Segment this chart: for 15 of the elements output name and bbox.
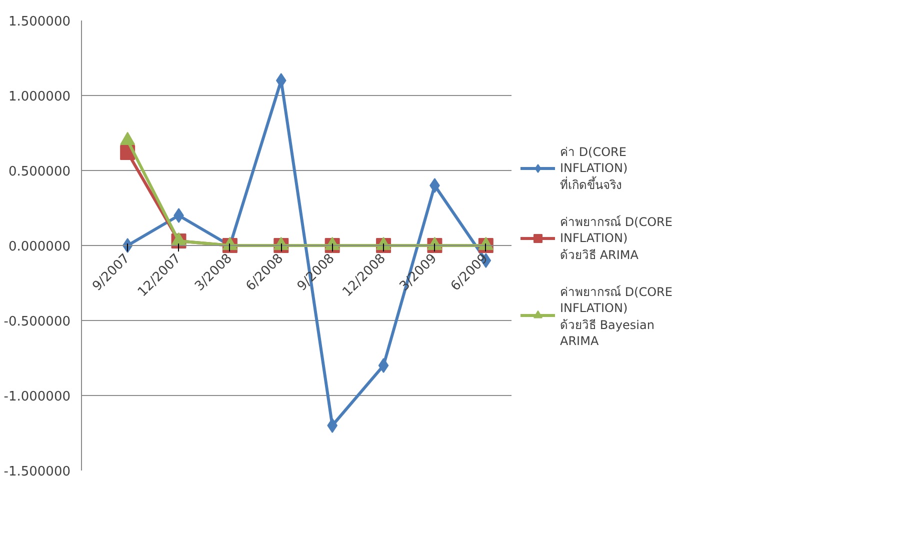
legend-label: ค่า D(CORE INFLATION) ที่เกิดขึ้นจริง <box>560 144 628 194</box>
y-tick-label: 0.000000 <box>8 240 70 254</box>
y-tick-label: -0.500000 <box>4 314 71 330</box>
point <box>327 418 338 433</box>
y-tick-label: -1.000000 <box>4 390 71 404</box>
y-tick-label: -1.500000 <box>4 464 71 480</box>
point <box>430 178 440 193</box>
y-tick-label: 0.500000 <box>8 164 70 180</box>
point <box>276 73 286 88</box>
y-tick-label: 1.000000 <box>8 90 70 104</box>
legend-label: ค่าพยากรณ์ D(CORE INFLATION) ด้วยวิธี ARIMA <box>560 214 672 264</box>
point <box>378 358 389 373</box>
legend-label: ค่าพยากรณ์ D(CORE INFLATION) ด้วยวิธี Bayesian ARIMA <box>560 284 672 348</box>
y-tick-label: 1.500000 <box>8 14 70 30</box>
point <box>174 208 184 223</box>
